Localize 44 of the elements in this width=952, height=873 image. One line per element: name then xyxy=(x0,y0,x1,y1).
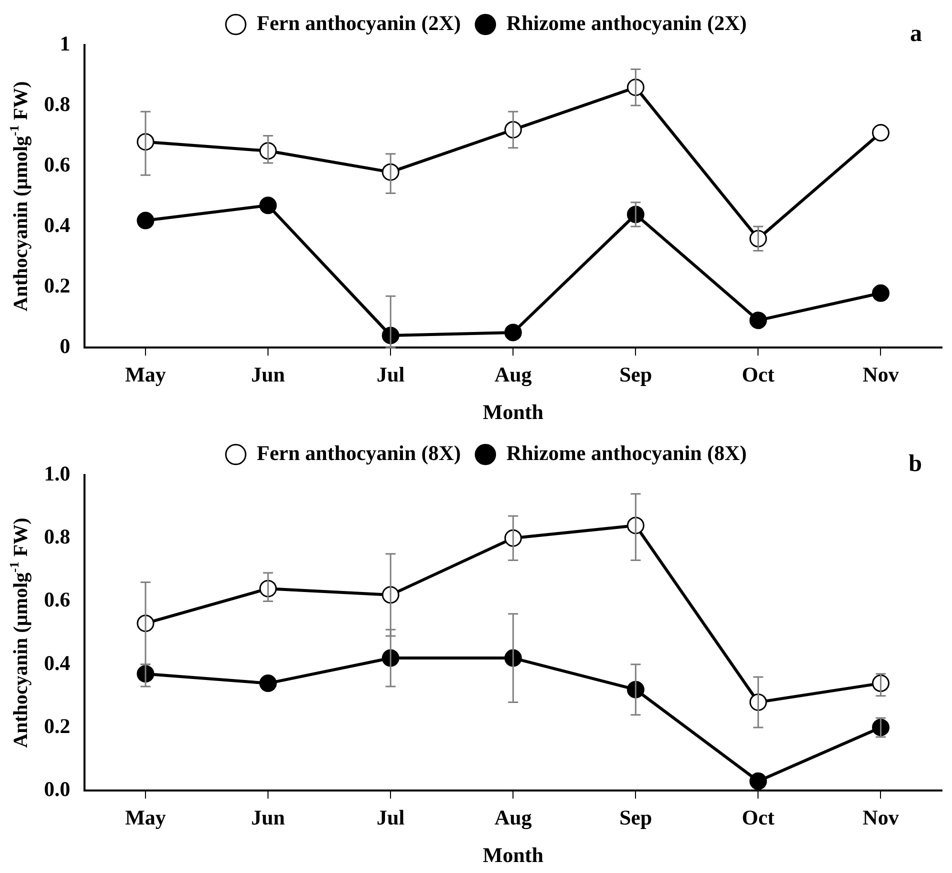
legend-label: Rhizome anthocyanin (2X) xyxy=(506,10,747,35)
x-tick-label: May xyxy=(125,806,166,830)
x-tick-label: Sep xyxy=(619,806,652,830)
point xyxy=(749,772,767,790)
y-tick-label: 0.4 xyxy=(44,650,71,675)
x-tick-label: Nov xyxy=(862,806,900,830)
x-tick-label: Jun xyxy=(251,362,286,387)
annotation: b xyxy=(908,451,922,478)
x-tick-label: Oct xyxy=(742,362,775,387)
y-axis-title: Anthocyanin (µmolg-1 FW) xyxy=(6,81,32,312)
y-tick-label: 0.6 xyxy=(44,588,70,612)
y-tick-label: 0.0 xyxy=(44,777,70,802)
point xyxy=(872,284,890,302)
point xyxy=(872,124,890,142)
y-tick-label: 0.8 xyxy=(44,92,70,116)
y-tick-label: 0.2 xyxy=(44,714,70,738)
y-axis-title: Anthocyanin (µmolg-1 FW) xyxy=(6,518,32,748)
point xyxy=(136,212,154,230)
point xyxy=(259,674,277,692)
x-tick-label: Nov xyxy=(862,362,900,387)
legend-label: Fern anthocyanin (2X) xyxy=(256,10,461,35)
y-tick-label: 1 xyxy=(60,31,70,56)
x-tick-label: May xyxy=(125,362,166,387)
x-tick-label: Jul xyxy=(376,806,405,830)
x-tick-label: Jun xyxy=(251,806,286,830)
annotation: a xyxy=(910,21,922,48)
x-tick-label: Oct xyxy=(742,806,775,830)
point xyxy=(749,312,767,330)
x-tick-label: Sep xyxy=(619,362,652,387)
x-axis-title: Month xyxy=(482,400,544,424)
x-tick-label: Aug xyxy=(494,362,532,387)
legend-label: Fern anthocyanin (8X) xyxy=(256,440,461,465)
point xyxy=(259,196,277,214)
y-tick-label: 0 xyxy=(60,334,70,358)
x-axis-title: Month xyxy=(482,842,544,867)
y-tick-label: 0.2 xyxy=(44,274,70,298)
y-tick-label: 0.6 xyxy=(44,152,70,176)
y-tick-label: 0.4 xyxy=(44,212,71,237)
point xyxy=(504,324,522,342)
y-tick-label: 1.0 xyxy=(44,461,70,486)
x-tick-label: Aug xyxy=(494,806,532,830)
legend-label: Rhizome anthocyanin (8X) xyxy=(506,440,747,465)
x-tick-label: Jul xyxy=(376,362,405,387)
y-tick-label: 0.8 xyxy=(44,524,70,549)
